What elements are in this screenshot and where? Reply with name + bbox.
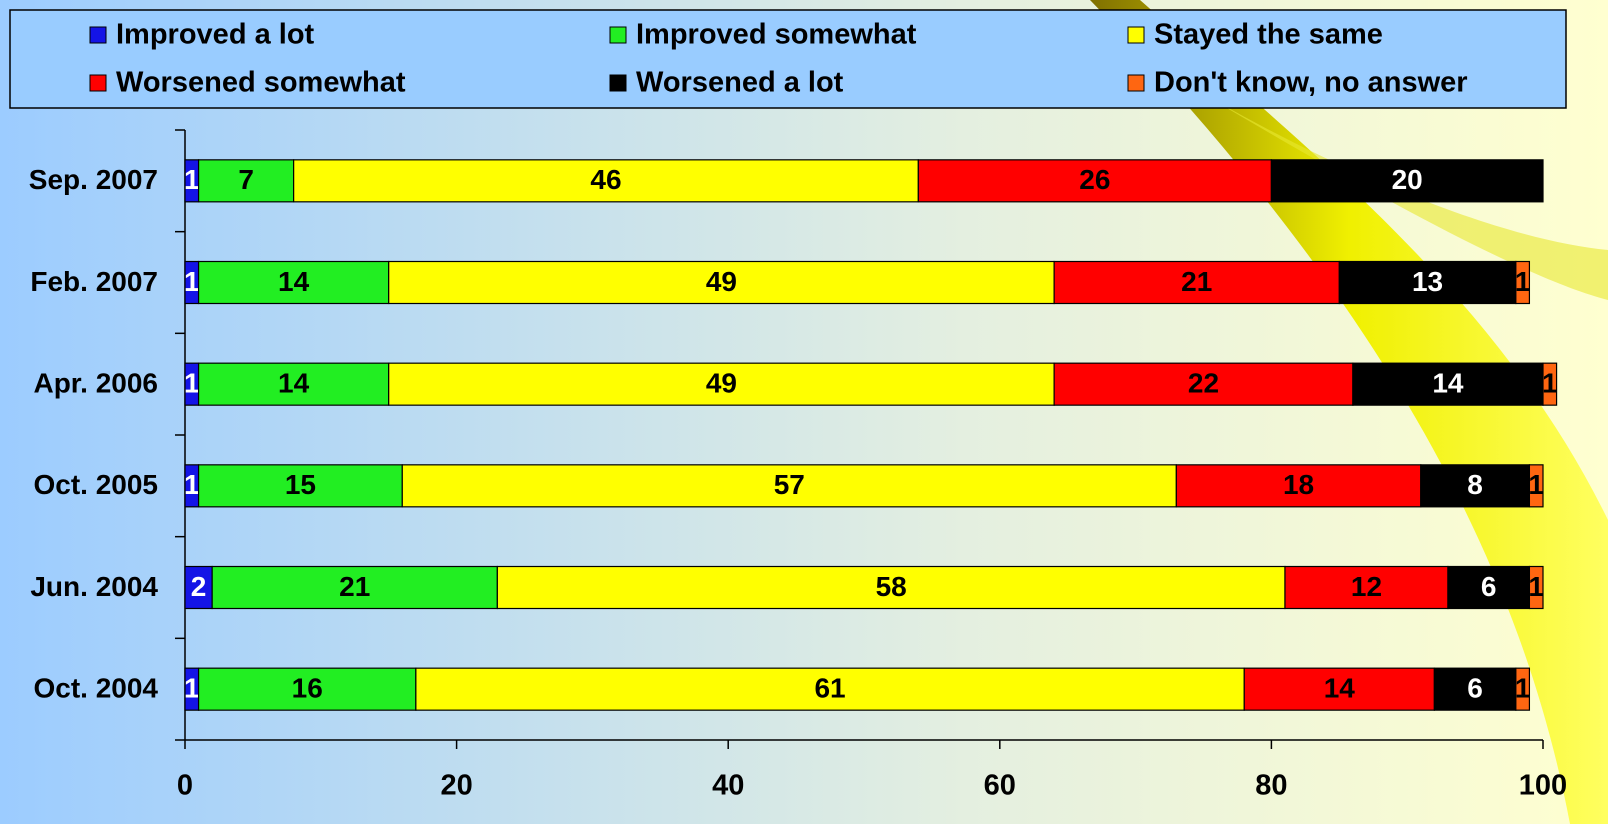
bar-segment	[197, 362, 390, 406]
bar-segment	[1338, 260, 1517, 305]
legend-label: Worsened a lot	[636, 67, 844, 99]
data-label: 15	[285, 469, 316, 500]
legend-swatch	[609, 26, 627, 44]
data-label: 12	[1351, 571, 1382, 602]
data-label: 14	[278, 266, 310, 297]
bar-segment	[1447, 565, 1531, 610]
legend-label: Improved somewhat	[636, 19, 917, 51]
bar-segment	[211, 565, 498, 610]
data-label: 22	[1188, 368, 1219, 399]
data-label: 26	[1079, 164, 1110, 195]
data-label: 14	[1432, 368, 1464, 399]
data-label: 21	[339, 571, 370, 602]
bar-segment	[388, 260, 1055, 305]
bar-segment	[1270, 159, 1544, 203]
bar-segment	[1053, 362, 1354, 406]
data-label: 1	[1542, 368, 1558, 399]
bar-segment	[1284, 565, 1449, 610]
bar-segment	[1528, 565, 1544, 610]
data-label: 61	[814, 673, 845, 704]
bar-segment	[1175, 464, 1422, 508]
y-tick-label: Sep. 2007	[29, 164, 158, 195]
x-tick-label: 80	[1255, 770, 1287, 802]
decor-swoosh	[1090, 0, 1608, 824]
bar-segment	[1515, 260, 1531, 305]
data-label: 1	[1528, 571, 1544, 602]
bar-segment	[197, 667, 417, 711]
bar-segment	[197, 464, 403, 508]
bar-segment	[1515, 667, 1531, 711]
y-tick-label: Feb. 2007	[30, 266, 158, 297]
y-tick-label: Oct. 2004	[33, 673, 158, 704]
legend-label: Improved a lot	[116, 19, 315, 51]
data-label: 21	[1181, 266, 1212, 297]
data-label: 6	[1481, 571, 1497, 602]
bar-segment	[1243, 667, 1435, 711]
legend-label: Stayed the same	[1154, 19, 1383, 51]
bar-segment	[496, 565, 1286, 610]
legend-swatch	[1127, 26, 1145, 44]
bar-segment	[388, 362, 1055, 406]
data-label: 1	[184, 368, 200, 399]
bar-segment	[1420, 464, 1531, 508]
data-label: 49	[706, 266, 737, 297]
data-label: 1	[1515, 673, 1531, 704]
y-tick-label: Jun. 2004	[30, 571, 158, 602]
legend-label: Worsened somewhat	[116, 67, 406, 99]
data-label: 18	[1283, 469, 1314, 500]
data-label: 14	[1324, 673, 1356, 704]
data-label: 14	[278, 368, 310, 399]
x-tick-label: 0	[177, 770, 193, 802]
legend-swatch	[1127, 74, 1145, 92]
legend-swatch	[89, 26, 107, 44]
bar-segment	[401, 464, 1177, 508]
legend-box	[9, 9, 1567, 109]
data-label: 20	[1392, 164, 1423, 195]
data-label: 1	[1528, 469, 1544, 500]
data-label: 1	[184, 164, 200, 195]
data-label: 1	[184, 673, 200, 704]
data-label: 13	[1412, 266, 1443, 297]
data-label: 6	[1467, 673, 1483, 704]
y-tick-label: Oct. 2005	[33, 469, 158, 500]
x-tick-label: 60	[984, 770, 1016, 802]
bar-segment	[1352, 362, 1544, 406]
bar-segment	[293, 159, 919, 203]
bar-segment	[1542, 362, 1558, 406]
x-tick-label: 100	[1519, 770, 1567, 802]
legend-swatch	[89, 74, 107, 92]
legend-label: Don't know, no answer	[1154, 67, 1468, 99]
data-label: 7	[238, 164, 254, 195]
data-label: 8	[1467, 469, 1483, 500]
data-label: 1	[1515, 266, 1531, 297]
data-label: 16	[292, 673, 323, 704]
data-label: 58	[876, 571, 907, 602]
data-label: 57	[774, 469, 805, 500]
data-label: 1	[184, 266, 200, 297]
data-label: 49	[706, 368, 737, 399]
data-label: 46	[590, 164, 621, 195]
x-tick-label: 40	[712, 770, 744, 802]
bar-segment	[1528, 464, 1544, 508]
x-tick-label: 20	[440, 770, 472, 802]
bar-segment	[184, 565, 213, 610]
data-label: 1	[184, 469, 200, 500]
y-tick-label: Apr. 2006	[33, 368, 158, 399]
data-label: 2	[191, 571, 207, 602]
bar-segment	[1053, 260, 1340, 305]
legend-swatch	[609, 74, 627, 92]
